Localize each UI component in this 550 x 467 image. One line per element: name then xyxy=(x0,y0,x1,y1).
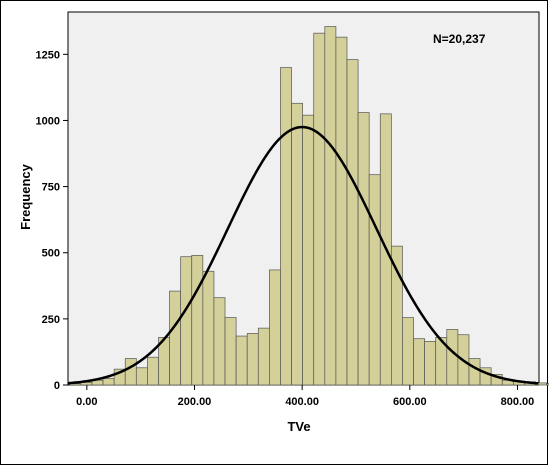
x-tick-label: 0.00 xyxy=(76,396,97,408)
histogram-bar xyxy=(446,329,459,386)
x-tick-label: 200.00 xyxy=(178,396,212,408)
histogram-bar xyxy=(102,378,115,386)
y-tick-label: 0 xyxy=(54,380,60,392)
histogram-bar xyxy=(213,297,226,386)
histogram-bar xyxy=(224,317,237,386)
y-axis-ticks: 0 250 500 750 1000 1250 xyxy=(36,49,68,392)
histogram-bar xyxy=(180,256,193,386)
histogram-bar xyxy=(424,341,437,386)
y-tick-label: 250 xyxy=(42,314,60,326)
histogram-bar xyxy=(269,269,281,386)
histogram-bar xyxy=(135,367,148,386)
y-axis-title: Frequency xyxy=(18,163,33,230)
histogram-bar xyxy=(280,67,292,386)
histogram-bar xyxy=(346,59,359,386)
x-tick-label: 600.00 xyxy=(393,396,427,408)
y-tick-label: 1250 xyxy=(36,49,60,61)
histogram-bars xyxy=(69,26,549,386)
histogram-bar xyxy=(490,374,503,386)
x-tick-label: 400.00 xyxy=(285,396,319,408)
histogram-bar xyxy=(468,358,481,386)
normal-curve xyxy=(67,125,539,385)
y-tick-label: 1000 xyxy=(36,115,60,127)
histogram-bar xyxy=(191,255,204,386)
histogram-bar xyxy=(147,356,159,386)
histogram-bar xyxy=(413,338,425,386)
x-tick-label: 800.00 xyxy=(501,396,535,408)
histogram-bar xyxy=(402,317,414,386)
histogram-bar xyxy=(324,26,337,386)
x-axis-title: TVe xyxy=(287,419,310,434)
histogram-bar xyxy=(546,383,549,386)
sample-size-annotation: N=20,237 xyxy=(433,32,486,46)
histogram-bar xyxy=(357,112,370,386)
y-tick-label: 500 xyxy=(42,248,60,260)
histogram-bar xyxy=(124,358,137,386)
histogram-bar xyxy=(313,32,326,386)
histogram-bar xyxy=(335,36,348,386)
x-axis-ticks: 0.00 200.00 400.00 600.00 800.00 xyxy=(76,385,534,408)
histogram-bar xyxy=(302,114,315,386)
histogram-bar xyxy=(391,245,403,386)
histogram-bar xyxy=(291,102,303,386)
histogram-bar xyxy=(169,290,182,386)
histogram-bar xyxy=(246,333,259,386)
histogram-bar xyxy=(235,335,248,386)
y-tick-label: 750 xyxy=(42,182,60,194)
histogram-bar xyxy=(257,327,270,386)
histogram-bar xyxy=(368,174,381,386)
histogram-bar xyxy=(202,270,215,386)
